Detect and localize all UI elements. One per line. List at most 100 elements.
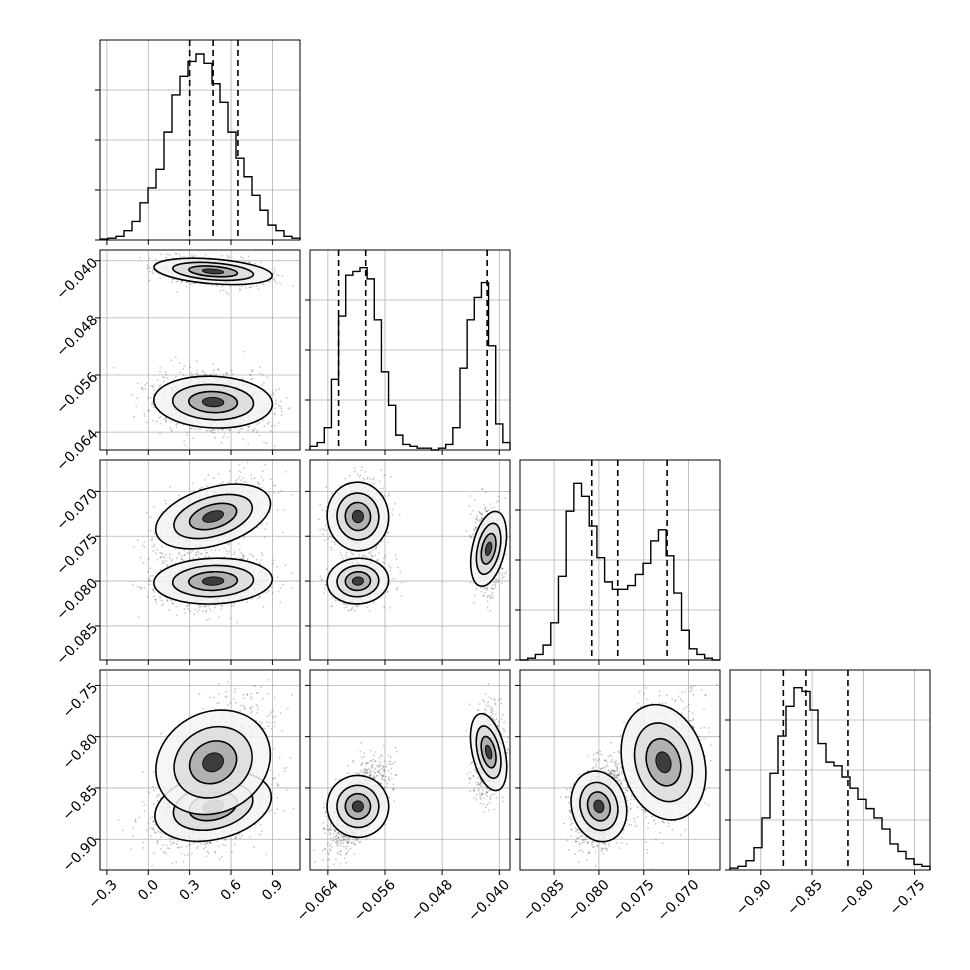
scatter-point	[146, 267, 149, 269]
scatter-point	[259, 366, 262, 368]
scatter-point	[219, 289, 222, 292]
scatter-point	[204, 253, 207, 256]
scatter-point	[225, 247, 227, 249]
scatter-point	[275, 454, 277, 456]
scatter-point	[213, 369, 216, 372]
scatter-point	[279, 601, 282, 604]
scatter-point	[149, 396, 152, 399]
scatter-point	[180, 555, 183, 557]
scatter-point	[233, 551, 236, 553]
scatter-point	[150, 539, 153, 542]
scatter-point	[220, 608, 223, 611]
scatter-point	[262, 283, 265, 285]
scatter-point	[229, 429, 231, 431]
scatter-point	[148, 279, 151, 282]
scatter-point	[190, 372, 192, 375]
scatter-point	[151, 385, 154, 387]
scatter-point	[189, 366, 192, 369]
scatter-point	[269, 511, 272, 513]
scatter-point	[186, 552, 188, 554]
scatter-point	[247, 425, 250, 428]
scatter-point	[183, 608, 186, 611]
scatter-point	[151, 400, 154, 403]
scatter-point	[131, 393, 134, 396]
scatter-point	[263, 425, 266, 428]
scatter-point	[199, 428, 201, 431]
scatter-point	[276, 566, 279, 568]
scatter-point	[212, 363, 214, 365]
scatter-point	[189, 551, 192, 554]
scatter-point	[147, 397, 150, 400]
scatter-point	[226, 553, 229, 555]
scatter-point	[195, 360, 198, 363]
scatter-point	[137, 616, 140, 619]
scatter-content	[131, 454, 294, 624]
scatter-point	[211, 431, 214, 434]
scatter-point	[251, 285, 254, 288]
scatter-point	[251, 370, 253, 372]
scatter-point	[247, 429, 250, 432]
scatter-point	[208, 618, 211, 620]
scatter-point	[226, 436, 229, 438]
scatter-point	[170, 559, 173, 562]
scatter-point	[164, 419, 167, 422]
scatter-point	[291, 587, 294, 589]
scatter-point	[159, 371, 161, 373]
scatter-point	[256, 597, 259, 600]
scatter-point	[172, 603, 175, 605]
scatter-point	[266, 522, 268, 525]
scatter-point	[279, 282, 281, 285]
scatter-point	[207, 474, 210, 476]
scatter-point	[183, 440, 186, 442]
scatter-point	[170, 428, 173, 431]
scatter-point	[150, 384, 153, 387]
scatter-point	[142, 562, 145, 564]
scatter-point	[151, 269, 154, 272]
scatter-point	[159, 596, 162, 599]
scatter-point	[174, 547, 177, 550]
scatter-point	[266, 376, 268, 378]
scatter-point	[205, 552, 208, 555]
scatter-point	[159, 277, 162, 279]
scatter-point	[175, 252, 178, 255]
scatter-point	[213, 429, 215, 431]
scatter-point	[186, 431, 189, 434]
scatter-point	[205, 485, 208, 487]
histogram-step	[520, 482, 720, 661]
panel-frame	[99, 39, 301, 241]
scatter-point	[180, 281, 183, 283]
scatter-point	[168, 608, 171, 611]
scatter-point	[226, 373, 228, 376]
scatter-point	[242, 555, 245, 558]
scatter-point	[246, 461, 249, 464]
scatter-point	[250, 474, 253, 476]
scatter-point	[271, 391, 274, 394]
scatter-point	[257, 481, 259, 484]
scatter-point	[239, 289, 241, 292]
scatter-point	[205, 604, 208, 607]
scatter-point	[240, 551, 243, 554]
scatter-point	[228, 256, 231, 258]
scatter-point	[209, 374, 212, 376]
scatter-point	[188, 603, 191, 606]
scatter-point	[147, 579, 150, 582]
scatter-point	[206, 619, 208, 621]
scatter-point	[183, 554, 186, 556]
scatter-point	[160, 253, 163, 256]
scatter-point	[162, 380, 165, 383]
scatter-point	[192, 557, 195, 559]
scatter-point	[192, 437, 195, 440]
scatter-point	[209, 430, 211, 433]
scatter-point	[192, 549, 195, 552]
scatter-point	[241, 285, 244, 288]
scatter-point	[165, 553, 168, 556]
scatter-point	[218, 616, 221, 618]
scatter-point	[162, 603, 165, 605]
scatter-content	[112, 247, 294, 457]
scatter-point	[172, 455, 174, 457]
scatter-point	[174, 252, 177, 255]
scatter-point	[280, 410, 283, 413]
scatter-point	[141, 586, 143, 589]
scatter-point	[220, 604, 223, 607]
scatter-point	[211, 429, 214, 432]
